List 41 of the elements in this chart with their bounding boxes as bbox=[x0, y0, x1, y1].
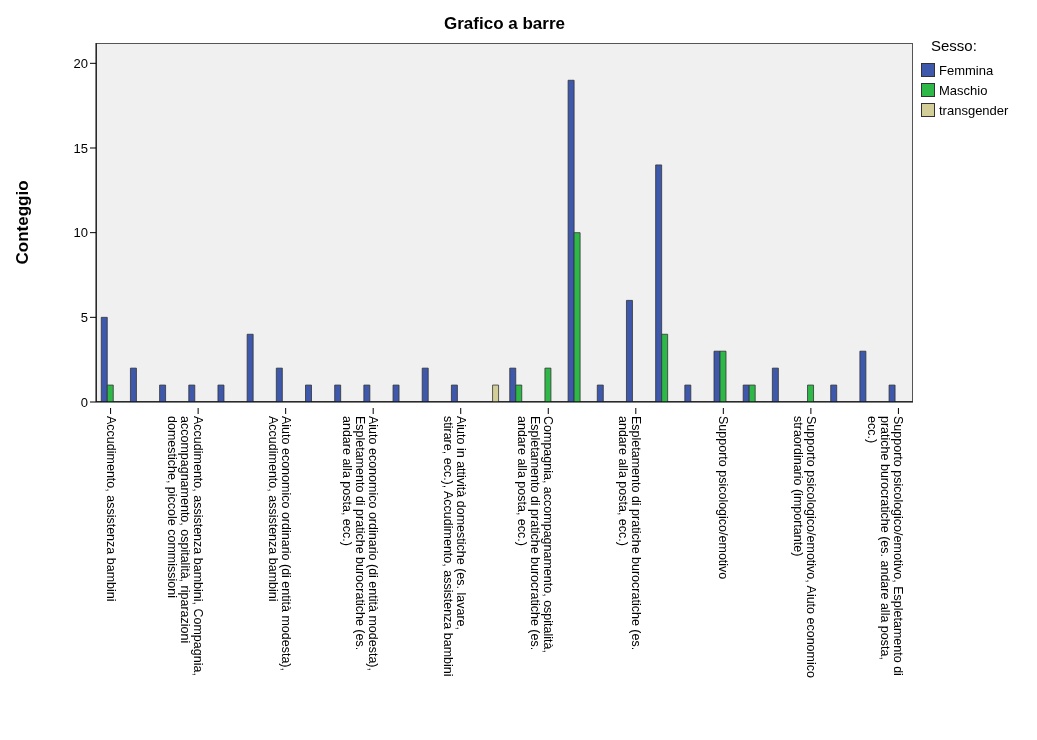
chart-title: Grafico a barre bbox=[443, 14, 566, 34]
bar bbox=[217, 384, 225, 402]
x-tick-label: Accudimento, assistenza bambini bbox=[103, 416, 118, 602]
bar bbox=[130, 367, 137, 402]
x-tick-label: Accudimento, assistenza bambini, Compagnia, accompagnamento, ospitalità, riparazioni domestiche, piccole commissioni bbox=[165, 416, 206, 676]
bar bbox=[305, 384, 312, 402]
bar bbox=[544, 367, 552, 402]
bar bbox=[830, 384, 838, 402]
bar bbox=[188, 384, 196, 402]
x-tick-label: Aiuto economico ordinario (di entità modesta), Espletamento di pratiche burocratiche (es. andare alla posta, ecc.) bbox=[340, 416, 381, 671]
bar bbox=[888, 384, 896, 402]
legend-title: Sesso: bbox=[931, 37, 978, 54]
bar bbox=[596, 384, 604, 402]
bar bbox=[684, 384, 692, 402]
legend-label: Maschio bbox=[939, 82, 988, 98]
bar bbox=[451, 384, 458, 402]
y-tick-label: 0 bbox=[80, 394, 88, 410]
bar bbox=[771, 367, 779, 402]
bar bbox=[246, 333, 254, 402]
bar bbox=[275, 367, 283, 402]
x-tick-label: Supporto psicologico/emotivo, Aiuto economico straordinario (importante) bbox=[790, 416, 818, 678]
legend-label: Femmina bbox=[939, 62, 994, 78]
bar bbox=[859, 350, 867, 402]
y-tick-label: 15 bbox=[73, 140, 88, 156]
legend-label: transgender bbox=[939, 102, 1009, 118]
x-tick-label: Compagnia, accompagnamento, ospitalità, Espletamento di pratiche burocratiche (es. andare alla posta, ecc.) bbox=[515, 416, 556, 653]
bar bbox=[159, 384, 167, 402]
y-axis-title: Conteggio bbox=[13, 180, 33, 265]
x-tick-label: Supporto psicologico/emotivo, Espletamento di pratiche burocratiche (es. andare alla posta, ecc.) bbox=[865, 416, 906, 676]
y-tick-label: 5 bbox=[80, 309, 88, 325]
y-tick-label: 10 bbox=[73, 225, 88, 241]
y-tick-label: 20 bbox=[73, 55, 88, 71]
bar bbox=[626, 300, 633, 402]
x-tick-label: Supporto psicologico/emotivo bbox=[716, 416, 731, 580]
x-tick-label: Espletamento di pratiche burocratiche (es. andare alla posta, ecc.) bbox=[615, 416, 643, 651]
bar bbox=[334, 384, 342, 402]
bar bbox=[492, 384, 499, 402]
bar bbox=[421, 367, 429, 402]
bar bbox=[807, 384, 814, 402]
bar bbox=[392, 384, 400, 402]
bar bbox=[363, 384, 371, 402]
